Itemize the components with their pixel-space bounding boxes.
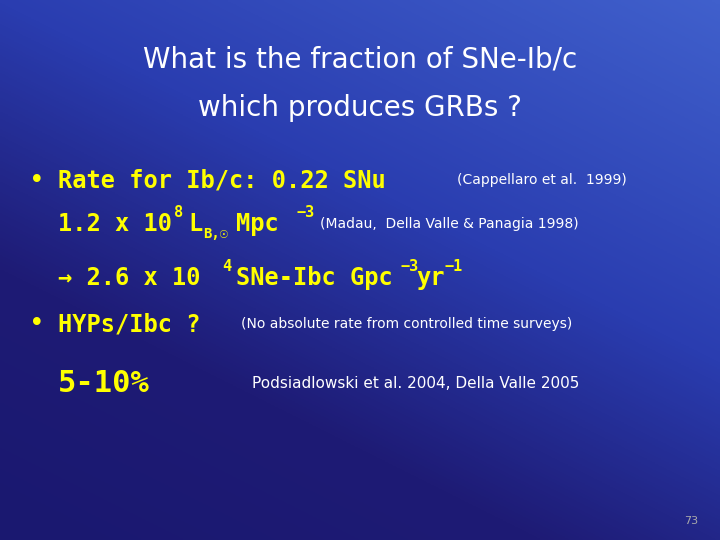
Text: 5-10%: 5-10% <box>58 369 150 398</box>
Text: Podsiadlowski et al. 2004, Della Valle 2005: Podsiadlowski et al. 2004, Della Valle 2… <box>252 376 580 391</box>
Text: What is the fraction of SNe-Ib/c: What is the fraction of SNe-Ib/c <box>143 45 577 73</box>
Text: B,☉: B,☉ <box>203 227 228 241</box>
Text: −3: −3 <box>400 259 418 274</box>
Text: Rate for Ib/c: 0.22 SNu: Rate for Ib/c: 0.22 SNu <box>58 169 385 193</box>
Text: 1.2 x 10: 1.2 x 10 <box>58 212 171 236</box>
Text: 73: 73 <box>684 516 698 526</box>
Text: (Cappellaro et al.  1999): (Cappellaro et al. 1999) <box>457 173 627 187</box>
Text: 8: 8 <box>174 205 184 220</box>
Text: −3: −3 <box>297 205 315 220</box>
Text: −1: −1 <box>445 259 463 274</box>
Text: Mpc: Mpc <box>236 212 279 236</box>
Text: which produces GRBs ?: which produces GRBs ? <box>198 94 522 122</box>
Text: 4: 4 <box>222 259 231 274</box>
Text: (Madau,  Della Valle & Panagia 1998): (Madau, Della Valle & Panagia 1998) <box>320 217 579 231</box>
Text: → 2.6 x 10: → 2.6 x 10 <box>58 266 200 290</box>
Text: HYPs/Ibc ?: HYPs/Ibc ? <box>58 312 200 336</box>
Text: •: • <box>29 168 45 194</box>
Text: yr: yr <box>416 266 445 290</box>
Text: (No absolute rate from controlled time surveys): (No absolute rate from controlled time s… <box>241 317 572 331</box>
Text: L: L <box>189 212 203 236</box>
Text: •: • <box>29 311 45 337</box>
Text: SNe-Ibc Gpc: SNe-Ibc Gpc <box>236 266 393 290</box>
